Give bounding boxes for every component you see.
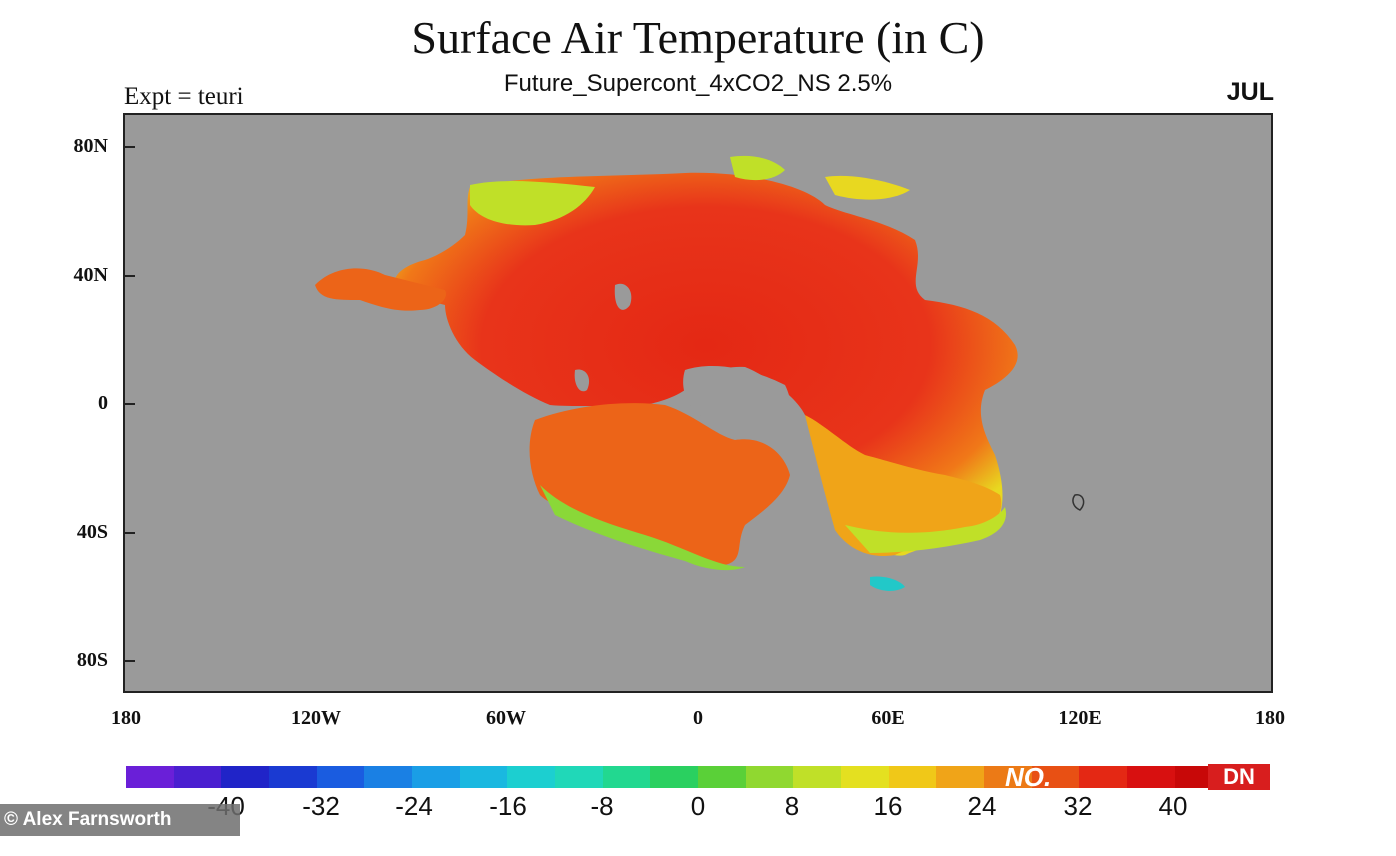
experiment-label: Expt = teuri	[124, 83, 244, 110]
photo-credit: © Alex Farnsworth	[0, 804, 240, 836]
colorbar-label: 40	[1158, 791, 1188, 821]
colorbar-swatch	[888, 766, 937, 788]
colorbar-swatch	[936, 766, 985, 788]
y-tick-label: 80N	[73, 135, 108, 157]
colorbar-label: -8	[590, 791, 614, 821]
colorbar-swatch	[126, 766, 174, 788]
colorbar-swatch	[841, 766, 889, 788]
colorbar-label: 8	[784, 791, 800, 821]
colorbar-label: 24	[967, 791, 997, 821]
x-tick-label: 120W	[291, 707, 341, 729]
plot-subtitle: Future_Supercont_4xCO2_NS 2.5%	[503, 70, 893, 97]
colorbar-swatch	[1079, 766, 1128, 788]
x-tick-label: 120E	[1058, 707, 1102, 729]
colorbar-label: 32	[1063, 791, 1093, 821]
y-tick-label: 80S	[76, 649, 108, 671]
colorbar-label: 0	[690, 791, 706, 821]
colorbar-swatch	[221, 766, 270, 788]
supercontinent-shape	[315, 155, 1085, 591]
x-tick-label: 180	[111, 707, 141, 729]
x-tick-label: 0	[693, 707, 703, 729]
y-tick-label: 0	[98, 392, 108, 414]
x-tick-label: 60E	[871, 707, 905, 729]
x-tick-label: 180	[1255, 707, 1285, 729]
colorbar-swatch	[412, 766, 460, 788]
x-tick-label: 60W	[486, 707, 526, 729]
colorbar-swatch	[173, 766, 222, 788]
colorbar-swatch	[364, 766, 413, 788]
colorbar-swatch	[650, 766, 699, 788]
colorbar-label: -16	[489, 791, 527, 821]
colorbar-swatch	[793, 766, 842, 788]
colorbar-swatch	[316, 766, 365, 788]
watermark-badge: DN	[1208, 764, 1270, 790]
colorbar-swatch	[984, 766, 1032, 788]
watermark-text: NO.	[1005, 762, 1052, 792]
y-tick-label: 40N	[73, 264, 108, 286]
colorbar-label: 16	[873, 791, 903, 821]
temperature-map	[123, 113, 1273, 693]
plot-title: Surface Air Temperature (in C)	[411, 12, 985, 63]
colorbar-swatch	[1127, 766, 1175, 788]
y-tick-label: 40S	[76, 521, 108, 543]
colorbar-label: -32	[302, 791, 340, 821]
colorbar-swatch	[698, 766, 746, 788]
colorbar-swatch	[555, 766, 603, 788]
colorbar-swatch	[1031, 766, 1080, 788]
colorbar-label: -24	[395, 791, 433, 821]
colorbar-swatch	[459, 766, 508, 788]
colorbar-swatch	[602, 766, 651, 788]
month-label: JUL	[1226, 78, 1274, 106]
temperature-colorbar	[126, 766, 1271, 788]
colorbar-swatch	[745, 766, 794, 788]
colorbar-swatch	[507, 766, 556, 788]
colorbar-swatch	[269, 766, 317, 788]
